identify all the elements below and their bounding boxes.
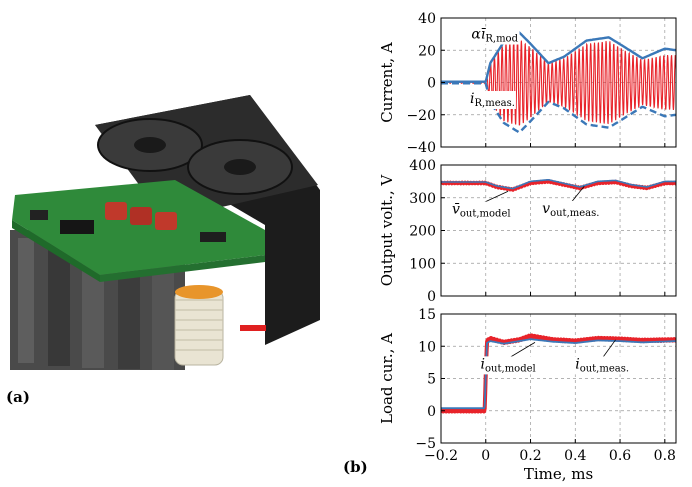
y-tick-label: 0 — [427, 289, 436, 305]
y-tick-label: 300 — [409, 191, 436, 207]
y-tick-label: 400 — [409, 158, 436, 174]
y-axis-label: Current, A — [378, 42, 396, 123]
annotation-label: v̄out,model — [452, 202, 511, 220]
plot-area — [441, 333, 676, 414]
y-tick-label: −5 — [415, 436, 436, 452]
y-tick-label: 20 — [418, 43, 436, 59]
annotation-bg — [479, 356, 537, 375]
annotation-label: iout,model — [481, 356, 536, 374]
y-tick-label: 0 — [427, 76, 436, 92]
chart-panel-0: −40 −20 0 20 40 Current, A αīR,mod iR,meas. — [378, 11, 677, 156]
annotation-leader — [601, 339, 616, 359]
y-tick-label: 40 — [418, 11, 436, 27]
chart-panel-2: −5 0 5 10 15 −0.2 0 0.2 0.4 0.6 0.8 Load cur., A Tim… — [378, 307, 677, 483]
series-measured — [441, 333, 676, 414]
annotation-bg — [574, 356, 631, 375]
annotation-label: vout,meas. — [542, 201, 599, 219]
y-tick-label: 10 — [418, 339, 436, 355]
y-tick-label: 5 — [427, 372, 436, 388]
chart-panel-1: 0 100 200 300 400 Output volt., V v̄out,model v… — [378, 158, 677, 305]
plot-area — [441, 30, 676, 135]
hardware-photo — [10, 95, 320, 370]
x-axis-label: Time, ms — [524, 465, 593, 483]
annotation-bg — [541, 200, 601, 219]
y-tick-label: −20 — [406, 108, 436, 124]
y-axis-label: Load cur., A — [378, 333, 396, 424]
x-tick-label: 0.6 — [609, 448, 631, 464]
panel-label-b: (b) — [343, 458, 368, 476]
annotation-bg — [470, 26, 520, 45]
y-tick-label: 200 — [409, 224, 436, 240]
series-model — [441, 338, 676, 410]
x-tick-label: 0.2 — [519, 448, 541, 464]
annotation-leader — [481, 190, 509, 204]
annotation-leader — [507, 342, 536, 359]
annotation-leader — [570, 186, 585, 204]
y-tick-label: 15 — [418, 307, 436, 323]
series-model — [441, 179, 676, 190]
panel-label-a: (a) — [6, 388, 30, 406]
annotation-label: iR,meas. — [470, 91, 515, 109]
plot-area — [441, 179, 676, 192]
y-tick-label: 0 — [427, 404, 436, 420]
y-axis-label: Output volt., V — [378, 174, 396, 287]
series-measured — [441, 179, 676, 192]
x-tick-label: −0.2 — [424, 448, 458, 464]
annotation-label: iout,meas. — [575, 356, 629, 374]
power-converter-hardware-icon — [10, 95, 320, 370]
x-tick-label: 0.8 — [654, 448, 676, 464]
y-tick-label: −40 — [406, 140, 436, 156]
series-model-envelope-upper — [441, 30, 676, 83]
annotation-label: αīR,mod — [471, 27, 518, 45]
x-tick-label: 0 — [481, 448, 490, 464]
y-tick-label: 100 — [409, 256, 436, 272]
annotation-bg — [469, 91, 516, 110]
annotation-bg — [450, 201, 512, 220]
series-model-envelope-lower — [441, 82, 676, 135]
x-tick-label: 0.4 — [564, 448, 586, 464]
